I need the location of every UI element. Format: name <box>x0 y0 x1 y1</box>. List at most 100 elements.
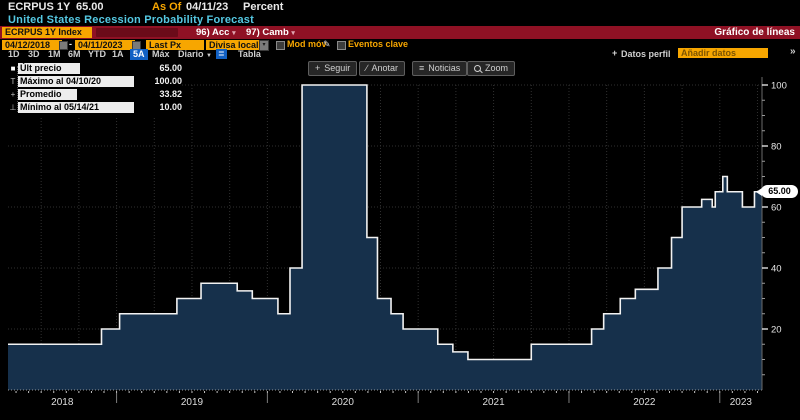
moving-average-label: Mod móv <box>287 39 327 49</box>
period-tab-1d[interactable]: 1D <box>8 49 20 59</box>
unit-label: Percent <box>243 1 284 13</box>
series-swatch-icon: ■ <box>10 64 16 73</box>
period-tab-5a-active[interactable]: 5A <box>130 49 148 60</box>
layout-glyph: ≣ <box>218 49 225 58</box>
svg-text:2019: 2019 <box>181 397 204 408</box>
date-from-input[interactable]: 04/12/2018 <box>2 40 62 50</box>
svg-text:2021: 2021 <box>482 397 505 408</box>
moving-average-checkbox[interactable] <box>276 41 285 50</box>
legend-row-mean: + Promedio 33.82 <box>8 89 182 100</box>
plus-icon: + <box>315 63 321 73</box>
ticker-input-value: ECRPUS 1Y Index <box>5 27 82 37</box>
actions-menu-label: Acc <box>212 27 230 38</box>
chevron-down-icon: ▼ <box>206 53 212 59</box>
actions-menu[interactable]: 96) Acc ▾ <box>196 26 236 40</box>
table-button[interactable]: Tabla <box>238 49 261 59</box>
add-data-input[interactable]: Añadir datos <box>678 48 768 58</box>
as-of-date: 04/11/23 <box>186 1 229 13</box>
max-marker-icon: T <box>10 77 16 86</box>
period-tab-1m[interactable]: 1M <box>48 49 61 59</box>
zoom-button[interactable]: Zoom <box>467 61 516 76</box>
period-tab-max[interactable]: Máx <box>152 49 170 59</box>
hidden-menu-item <box>96 28 178 37</box>
legend-row-min: ⊥ Mínimo al 05/14/21 10.00 <box>8 102 182 113</box>
currency-select[interactable]: Divisa local <box>206 40 264 50</box>
currency-dropdown-arrow[interactable]: ▾ <box>259 40 269 51</box>
date-from-value: 04/12/2018 <box>5 40 51 50</box>
track-button-label: Seguir <box>324 63 351 73</box>
magnifier-icon <box>474 65 481 72</box>
frequency-value: Diario <box>178 49 204 59</box>
legend-panel: ■ Últ precio 65.00 T Máximo al 04/10/20 … <box>6 62 182 116</box>
chevron-down-icon: ▾ <box>262 42 266 48</box>
pencil-icon[interactable]: ✎ <box>323 39 331 49</box>
legend-value: 100.00 <box>154 76 182 86</box>
field-select[interactable]: Last Px <box>146 40 204 50</box>
last-price-badge-value: 65.00 <box>768 186 791 196</box>
legend-value: 33.82 <box>159 89 182 99</box>
period-tab-1a[interactable]: 1A <box>112 49 124 59</box>
zoom-button-label: Zoom <box>485 63 509 73</box>
annotate-button[interactable]: ∕ Anotar <box>359 61 406 76</box>
calendar-icon[interactable] <box>59 41 68 50</box>
probability-step-line <box>8 84 762 361</box>
actions-menu-number: 96) <box>196 27 210 38</box>
legend-value: 65.00 <box>159 63 182 73</box>
annotate-button-label: Anotar <box>371 63 399 73</box>
security-price: 65.00 <box>76 1 104 13</box>
key-events-label: Eventos clave <box>348 39 409 49</box>
currency-select-value: Divisa local <box>209 40 259 50</box>
add-data-label: Datos perfil <box>621 49 671 59</box>
track-button[interactable]: + Seguir <box>308 61 358 76</box>
period-tab-6m[interactable]: 6M <box>68 49 81 59</box>
date-to-value: 04/11/2023 <box>78 40 123 50</box>
svg-text:40: 40 <box>771 264 782 275</box>
chevron-down-icon: ▾ <box>291 30 295 37</box>
expand-chevron-icon[interactable]: » <box>790 46 796 57</box>
as-of-label: As Of <box>152 1 182 13</box>
recession-probability-chart[interactable]: 2018 2019 2020 2021 2022 2023 20 40 60 80 100 <box>0 60 800 420</box>
svg-text:2023: 2023 <box>730 397 753 408</box>
svg-text:2022: 2022 <box>633 397 656 408</box>
svg-text:60: 60 <box>771 203 782 214</box>
news-lines-icon: ≡ <box>419 63 425 73</box>
min-marker-icon: ⊥ <box>9 103 17 112</box>
legend-value: 10.00 <box>159 102 182 112</box>
add-data-placeholder: Añadir datos <box>681 48 737 58</box>
period-tab-3d[interactable]: 3D <box>28 49 40 59</box>
svg-text:80: 80 <box>771 142 782 153</box>
security-ticker: ECRPUS 1Y <box>8 1 71 13</box>
menu-bar: ECRPUS 1Y Index 96) Acc ▾ 97) Camb ▾ Grá… <box>0 26 800 39</box>
field-select-value: Last Px <box>149 40 182 50</box>
chevron-down-icon: ▾ <box>232 30 236 37</box>
legend-row-last: ■ Últ precio 65.00 <box>8 63 182 74</box>
date-to-input[interactable]: 04/11/2023 <box>75 40 135 50</box>
legend-label: Máximo al 04/10/20 <box>18 76 134 87</box>
add-data-plus-icon[interactable]: + <box>612 48 618 58</box>
edit-menu-number: 97) <box>246 27 260 38</box>
news-button[interactable]: ≡ Noticias <box>412 61 468 76</box>
legend-label: Mínimo al 05/14/21 <box>18 102 134 113</box>
edit-menu[interactable]: 97) Camb ▾ <box>246 26 295 40</box>
legend-row-max: T Máximo al 04/10/20 100.00 <box>8 76 182 87</box>
chart-layout-icon[interactable]: ≣ <box>216 49 227 59</box>
pencil-slash-icon: ∕ <box>366 63 368 73</box>
svg-text:100: 100 <box>771 81 787 92</box>
edit-menu-label: Camb <box>262 27 289 38</box>
frequency-dropdown[interactable]: Diario ▼ <box>178 49 212 62</box>
legend-label: Últ precio <box>18 63 80 74</box>
svg-text:2018: 2018 <box>51 397 74 408</box>
legend-label: Promedio <box>18 89 77 100</box>
page-title: United States Recession Probability Fore… <box>8 14 254 26</box>
period-tab-ytd[interactable]: YTD <box>88 49 106 59</box>
svg-text:20: 20 <box>771 325 782 336</box>
news-button-label: Noticias <box>428 63 461 73</box>
last-price-badge: 65.00 <box>756 185 798 198</box>
svg-text:2020: 2020 <box>332 397 355 408</box>
mean-marker-icon: + <box>10 90 16 99</box>
probability-area <box>8 85 762 390</box>
ticker-input[interactable]: ECRPUS 1Y Index <box>2 27 92 38</box>
key-events-checkbox[interactable] <box>337 41 346 50</box>
date-range-dash: - <box>69 39 72 49</box>
